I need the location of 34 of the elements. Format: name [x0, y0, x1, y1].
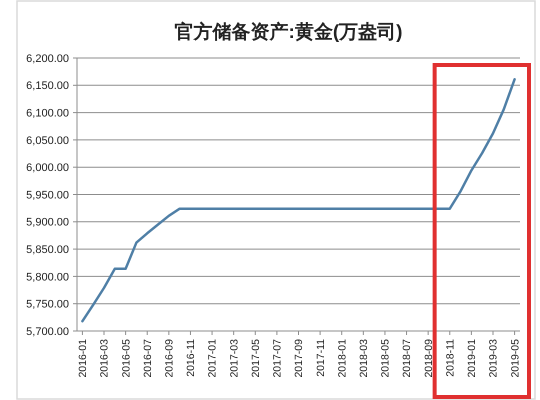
- y-tick-label: 5,950.00: [26, 189, 69, 202]
- x-tick-label: 2019-01: [466, 338, 478, 378]
- y-tick-label: 6,000.00: [26, 162, 69, 174]
- x-tick-label: 2016-11: [185, 338, 198, 377]
- x-tick-label: 2018-01: [336, 338, 348, 378]
- x-tick-label: 2016-07: [142, 338, 154, 378]
- y-tick-label: 6,100.00: [26, 107, 69, 120]
- x-tick-label: 2017-01: [206, 338, 219, 378]
- x-tick-label: 2018-05: [380, 338, 392, 378]
- x-tick-label: 2016-03: [98, 338, 111, 378]
- y-tick-label: 5,750.00: [26, 298, 69, 311]
- y-tick-label: 6,050.00: [26, 134, 69, 147]
- y-tick-label: 5,800.00: [26, 271, 69, 284]
- x-tick-label: 2019-05: [509, 338, 522, 378]
- x-tick-label: 2017-09: [293, 338, 306, 378]
- y-tick-label: 6,150.00: [26, 80, 69, 92]
- y-tick-label: 5,700.00: [26, 326, 69, 338]
- x-tick-label: 2017-07: [272, 338, 284, 378]
- x-tick-label: 2017-11: [314, 338, 327, 377]
- x-tick-label: 2019-03: [488, 338, 500, 378]
- x-tick-label: 2016-09: [164, 338, 176, 378]
- x-tick-label: 2018-09: [422, 338, 435, 378]
- x-tick-label: 2016-01: [77, 338, 90, 378]
- line-series: [81, 78, 516, 322]
- y-tick-label: 5,900.00: [26, 216, 69, 229]
- x-tick-label: 2016-05: [120, 338, 132, 378]
- y-tick-label: 5,850.00: [26, 244, 69, 256]
- x-tick-label: 2018-11: [444, 338, 456, 377]
- y-tick-label: 6,200.00: [26, 52, 69, 65]
- x-tick-label: 2018-03: [358, 338, 370, 378]
- chart-title: 官方储备资产:黄金(万盎司): [174, 21, 402, 43]
- x-tick-label: 2017-05: [250, 338, 262, 378]
- x-tick-label: 2018-07: [401, 338, 414, 378]
- x-tick-label: 2017-03: [228, 338, 240, 378]
